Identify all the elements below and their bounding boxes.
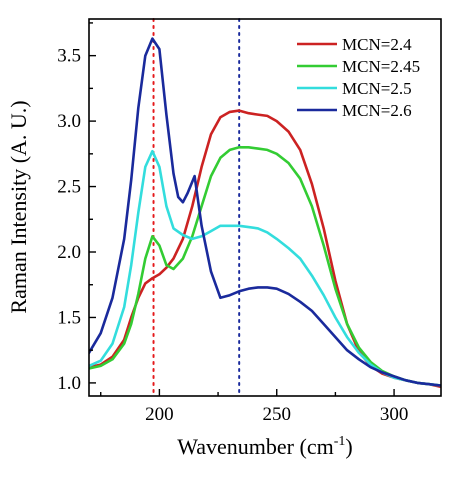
- series-lines: [89, 37, 441, 389]
- y-tick-label-4: 2.5: [57, 177, 81, 198]
- x-tick-label-2: 250: [262, 404, 291, 425]
- series-line-1: [89, 109, 441, 389]
- y-tick-label-1: 1.0: [57, 373, 81, 394]
- y-tick-label-2: 1.5: [57, 307, 81, 328]
- series-line-2: [89, 146, 441, 387]
- plot-frame: [88, 18, 442, 397]
- legend-label-4: MCN=2.6: [342, 101, 412, 120]
- y-axis-title: Raman Intensity (A. U.): [6, 100, 31, 313]
- reference-lines: [152, 18, 241, 397]
- x-axis: 200 250 300: [100, 389, 409, 425]
- y-tick-label-3: 2.0: [57, 242, 81, 263]
- legend: MCN=2.4 MCN=2.45 MCN=2.5 MCN=2.6: [297, 35, 420, 120]
- legend-label-2: MCN=2.45: [342, 57, 420, 76]
- y-tick-label-5: 3.0: [57, 111, 81, 132]
- legend-label-1: MCN=2.4: [342, 35, 412, 54]
- y-axis: 1.0 1.5 2.0 2.5 3.0 3.5: [57, 22, 96, 394]
- x-axis-title: Wavenumber (cm-1): [177, 434, 352, 459]
- x-tick-label-3: 300: [380, 404, 409, 425]
- x-axis-title-close: ): [345, 434, 352, 459]
- legend-label-3: MCN=2.5: [342, 79, 412, 98]
- x-tick-label-1: 200: [145, 404, 174, 425]
- series-line-3: [89, 149, 441, 387]
- series-line-4: [89, 37, 441, 387]
- y-tick-label-6: 3.5: [57, 46, 81, 67]
- x-axis-title-superscript: -1: [334, 434, 346, 449]
